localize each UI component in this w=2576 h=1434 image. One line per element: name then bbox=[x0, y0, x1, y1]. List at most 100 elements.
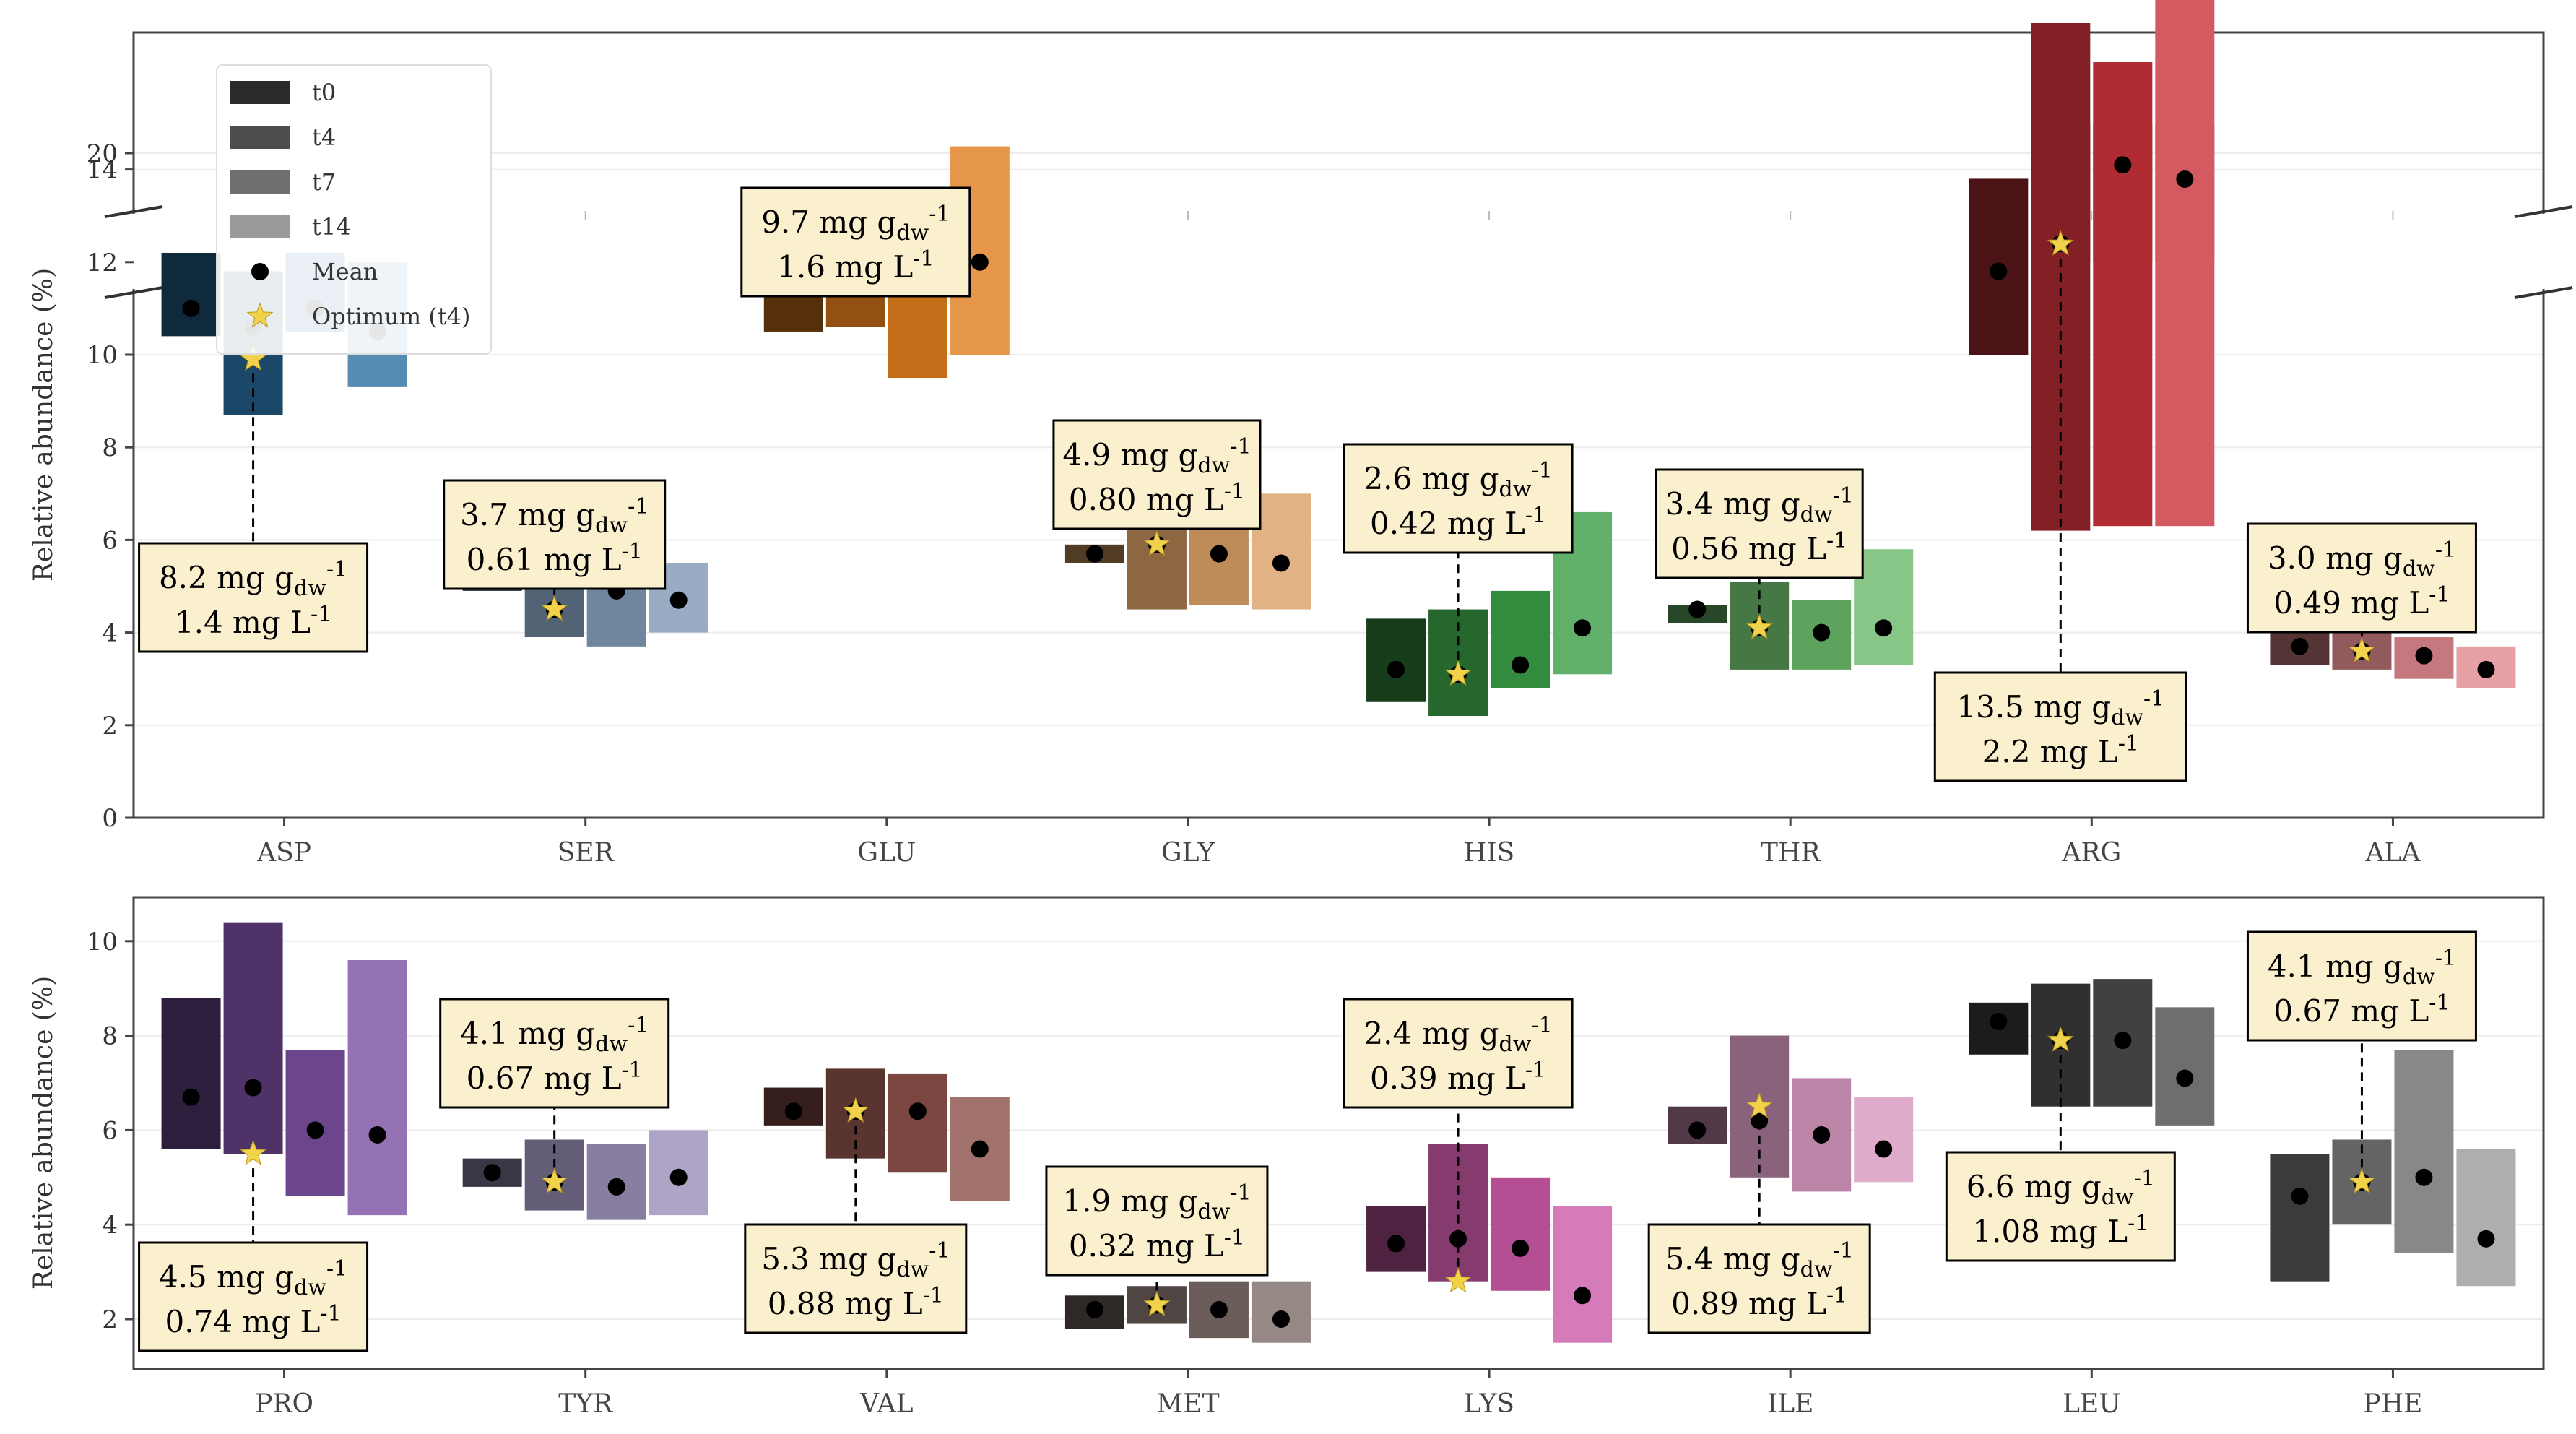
mean-dot bbox=[607, 1178, 625, 1196]
optimum-star bbox=[2348, 1167, 2375, 1194]
annotation-mass: 3.7 mg g bbox=[460, 497, 595, 532]
y-tick-label: 2 bbox=[102, 712, 118, 740]
mean-dot bbox=[1512, 656, 1530, 674]
annotation-mass: 2.6 mg g bbox=[1363, 461, 1499, 496]
mean-dot bbox=[1990, 262, 2008, 280]
annotation-mass: 1.9 mg g bbox=[1062, 1183, 1197, 1219]
optimum-star bbox=[240, 1139, 267, 1165]
mean-dot bbox=[1574, 1287, 1592, 1305]
bar-leu-t14 bbox=[2155, 1007, 2215, 1126]
annotation-line1: 2.4 mg gdw-1 bbox=[1363, 1013, 1552, 1057]
annotation-conc: 0.80 mg L bbox=[1069, 482, 1224, 517]
annotation-mass: 3.0 mg g bbox=[2268, 540, 2403, 576]
annotation-sub: dw bbox=[595, 1032, 628, 1057]
y-tick-label: 8 bbox=[102, 433, 118, 462]
optimum-star bbox=[240, 345, 267, 371]
annotation-line1: 6.6 mg gdw-1 bbox=[1966, 1166, 2155, 1210]
annotation-sup: -1 bbox=[621, 1058, 642, 1083]
annotation-sup: -1 bbox=[1230, 434, 1251, 459]
mean-dot bbox=[2114, 1032, 2132, 1050]
bar-phe-t7 bbox=[2394, 1050, 2454, 1253]
bar-pro-t4 bbox=[223, 922, 283, 1154]
annotation-sub: dw bbox=[1499, 1032, 1532, 1057]
annotation-line1: 3.0 mg gdw-1 bbox=[2268, 537, 2456, 582]
annotation-sup: -1 bbox=[2128, 1211, 2148, 1236]
annotation-box bbox=[138, 542, 369, 653]
annotation-sub: dw bbox=[1197, 1199, 1230, 1224]
annotation-sub: dw bbox=[896, 1257, 929, 1282]
annotation-sub: dw bbox=[1800, 502, 1833, 527]
annotation-sup: -1 bbox=[1525, 503, 1546, 528]
annotation-line1: 2.6 mg gdw-1 bbox=[1363, 458, 1552, 502]
mean-dot bbox=[1210, 1300, 1228, 1318]
annotation-line1: 3.7 mg gdw-1 bbox=[460, 494, 649, 538]
break-mark bbox=[104, 286, 163, 299]
mean-dot bbox=[1449, 1230, 1467, 1248]
y-tick-label: 0 bbox=[102, 804, 118, 833]
annotation-box bbox=[443, 479, 667, 590]
bar-pro-t0 bbox=[161, 998, 221, 1149]
mean-dot bbox=[182, 1088, 200, 1106]
annotation-line2: 1.6 mg L-1 bbox=[777, 246, 934, 285]
annotation-sub: dw bbox=[595, 513, 628, 538]
y-axis-label: Relative abundance (%) bbox=[29, 976, 58, 1290]
mean-dot bbox=[182, 299, 200, 317]
annotation-conc: 1.4 mg L bbox=[175, 605, 311, 640]
annotation-sub: dw bbox=[2102, 1185, 2134, 1210]
annotation-box bbox=[744, 1223, 968, 1334]
annotation-mass: 5.3 mg g bbox=[761, 1241, 896, 1277]
mean-dot bbox=[2415, 647, 2433, 665]
annotation-sup: -1 bbox=[1826, 1283, 1847, 1308]
legend-swatch-t14 bbox=[230, 215, 290, 238]
mean-dot bbox=[1272, 1310, 1290, 1328]
annotation-sup: -1 bbox=[2435, 537, 2456, 563]
annotation-sub: dw bbox=[1499, 477, 1532, 502]
mean-dot bbox=[2176, 170, 2194, 188]
annotation-sup: -1 bbox=[2118, 731, 2139, 756]
mean-dot bbox=[1688, 1121, 1707, 1139]
y-tick-label: 2 bbox=[102, 1305, 118, 1334]
mean-dot bbox=[784, 1102, 802, 1120]
x-tick-label: ARG bbox=[2061, 838, 2121, 868]
annotation-mass: 3.4 mg g bbox=[1665, 486, 1800, 522]
annotation-line2: 0.80 mg L-1 bbox=[1069, 479, 1245, 517]
x-tick-label: PHE bbox=[2363, 1389, 2422, 1419]
x-tick-label: SER bbox=[558, 838, 615, 868]
optimum-star bbox=[1745, 613, 1773, 639]
annotation-sub: dw bbox=[294, 576, 326, 601]
annotation-sup: -1 bbox=[1224, 1225, 1245, 1251]
plot-frame bbox=[132, 31, 2545, 819]
annotation-sup: -1 bbox=[1224, 479, 1245, 504]
optimum-star bbox=[2047, 230, 2074, 256]
bar-thr-t14 bbox=[1854, 549, 1914, 665]
annotation-mass: 5.4 mg g bbox=[1665, 1241, 1800, 1277]
annotation-box bbox=[439, 998, 670, 1109]
annotation-mass: 8.2 mg g bbox=[159, 560, 294, 595]
x-tick-label: PRO bbox=[255, 1389, 313, 1419]
annotation-box bbox=[1933, 671, 2187, 782]
annotation-line1: 5.3 mg gdw-1 bbox=[761, 1238, 950, 1282]
annotation-mass: 4.1 mg g bbox=[460, 1016, 595, 1051]
x-tick-label: HIS bbox=[1464, 838, 1514, 868]
optimum-star bbox=[541, 595, 568, 621]
legend-swatch-t7 bbox=[230, 170, 290, 194]
x-tick-label: GLY bbox=[1161, 838, 1215, 868]
annotation-line2: 0.89 mg L-1 bbox=[1671, 1283, 1847, 1321]
annotation-mass: 4.9 mg g bbox=[1062, 437, 1197, 472]
mean-dot bbox=[1688, 600, 1707, 618]
annotation-conc: 1.08 mg L bbox=[1972, 1214, 2128, 1249]
annotation-sup: -1 bbox=[2143, 686, 2164, 712]
annotation-sub: dw bbox=[2403, 556, 2435, 582]
x-tick-label: MET bbox=[1156, 1389, 1219, 1419]
y-tick-label: 6 bbox=[102, 1116, 118, 1145]
annotation-conc: 0.49 mg L bbox=[2273, 585, 2429, 621]
annotation-sup: -1 bbox=[1833, 1238, 1854, 1264]
legend: t0 t4 t7 t14 Mean Optimum (t4) bbox=[216, 64, 492, 355]
bar-phe-t0 bbox=[2270, 1154, 2330, 1282]
